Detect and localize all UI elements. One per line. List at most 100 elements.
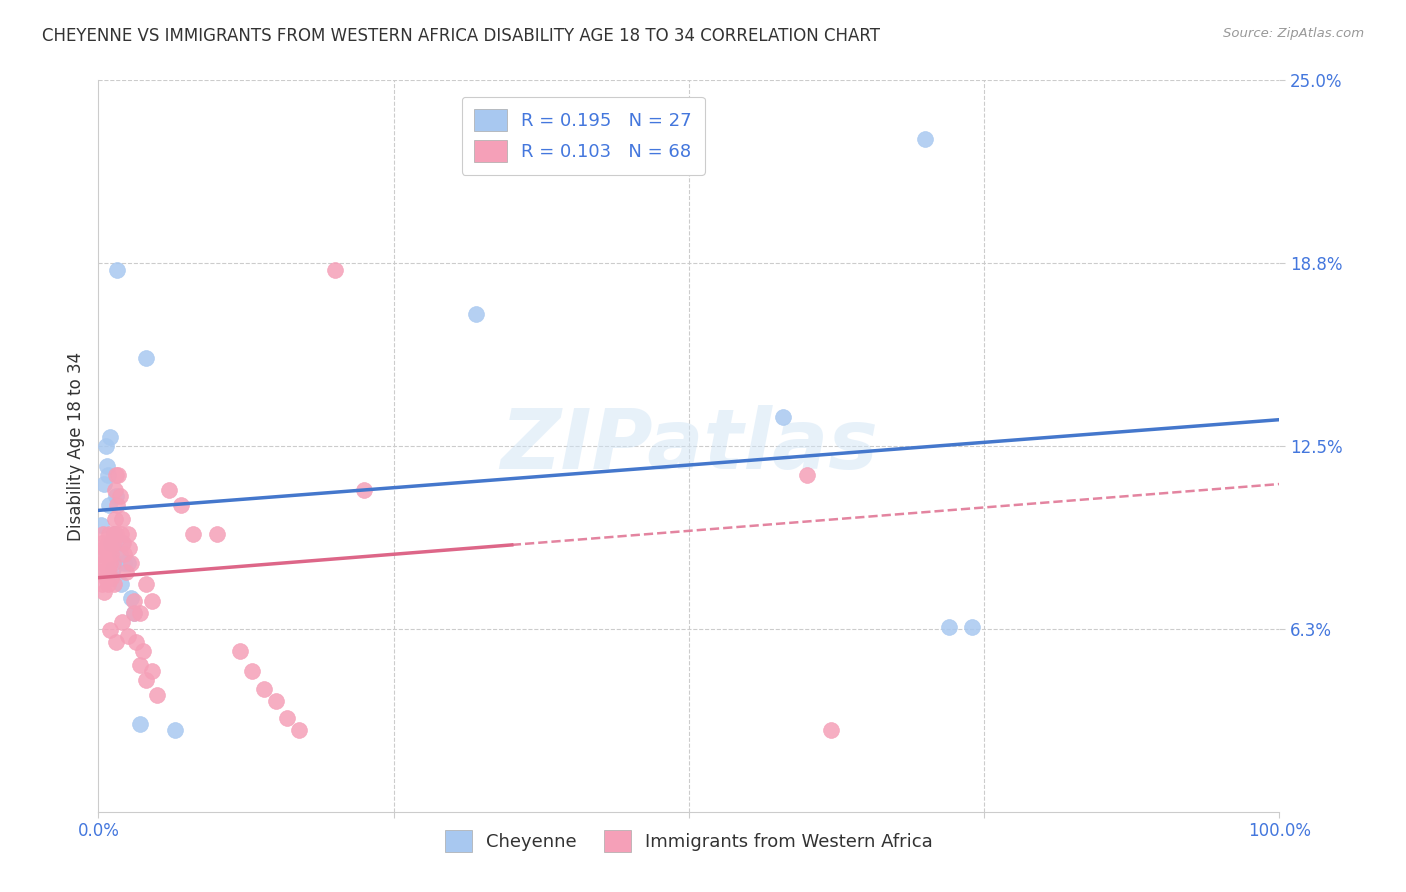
Point	[125, 635, 148, 649]
Point	[117, 629, 139, 643]
Point	[288, 723, 311, 737]
Point	[105, 498, 128, 512]
Point	[103, 576, 125, 591]
Point	[97, 468, 120, 483]
Point	[135, 673, 157, 687]
Point	[135, 576, 157, 591]
Point	[112, 556, 135, 570]
Point	[938, 620, 960, 634]
Point	[97, 576, 120, 591]
Point	[112, 535, 135, 549]
Legend: Cheyenne, Immigrants from Western Africa: Cheyenne, Immigrants from Western Africa	[436, 822, 942, 861]
Point	[111, 512, 134, 526]
Point	[253, 681, 276, 696]
Point	[105, 526, 128, 541]
Point	[100, 571, 122, 585]
Point	[96, 547, 118, 561]
Point	[128, 717, 150, 731]
Point	[98, 430, 121, 444]
Point	[100, 535, 122, 549]
Point	[205, 526, 228, 541]
Point	[91, 526, 114, 541]
Point	[276, 711, 298, 725]
Point	[820, 723, 842, 737]
Point	[98, 541, 121, 556]
Point	[98, 624, 121, 638]
Point	[114, 565, 136, 579]
Point	[97, 535, 120, 549]
Point	[128, 606, 150, 620]
Point	[146, 688, 169, 702]
Point	[323, 263, 346, 277]
Point	[91, 535, 114, 549]
Point	[112, 547, 135, 561]
Point	[157, 483, 180, 497]
Point	[96, 459, 118, 474]
Point	[89, 565, 111, 579]
Point	[103, 526, 125, 541]
Point	[353, 483, 375, 497]
Point	[90, 547, 112, 561]
Point	[108, 547, 131, 561]
Point	[107, 468, 129, 483]
Point	[121, 556, 143, 570]
Point	[170, 498, 193, 512]
Point	[111, 615, 134, 629]
Point	[93, 477, 115, 491]
Point	[122, 606, 145, 620]
Point	[117, 526, 139, 541]
Point	[91, 556, 114, 570]
Point	[108, 489, 131, 503]
Point	[772, 409, 794, 424]
Point	[94, 439, 117, 453]
Point	[90, 518, 112, 533]
Point	[135, 351, 157, 366]
Text: CHEYENNE VS IMMIGRANTS FROM WESTERN AFRICA DISABILITY AGE 18 TO 34 CORRELATION C: CHEYENNE VS IMMIGRANTS FROM WESTERN AFRI…	[42, 27, 880, 45]
Point	[104, 512, 127, 526]
Point	[165, 723, 187, 737]
Point	[141, 594, 163, 608]
Point	[101, 562, 124, 576]
Point	[98, 526, 121, 541]
Point	[122, 606, 145, 620]
Point	[128, 658, 150, 673]
Point	[111, 535, 134, 549]
Point	[98, 498, 121, 512]
Point	[101, 535, 124, 549]
Point	[796, 468, 818, 483]
Point	[91, 576, 114, 591]
Point	[240, 665, 263, 679]
Point	[94, 556, 117, 570]
Y-axis label: Disability Age 18 to 34: Disability Age 18 to 34	[66, 351, 84, 541]
Point	[105, 263, 128, 277]
Point	[465, 307, 488, 321]
Point	[110, 576, 132, 591]
Point	[96, 565, 118, 579]
Point	[118, 541, 141, 556]
Point	[229, 644, 252, 658]
Point	[105, 635, 128, 649]
Point	[105, 489, 128, 503]
Point	[93, 541, 115, 556]
Point	[132, 644, 155, 658]
Point	[98, 565, 121, 579]
Point	[264, 693, 287, 707]
Point	[93, 585, 115, 599]
Point	[117, 556, 139, 570]
Point	[100, 547, 122, 561]
Point	[914, 132, 936, 146]
Point	[101, 556, 124, 570]
Point	[94, 571, 117, 585]
Point	[181, 526, 204, 541]
Point	[141, 665, 163, 679]
Point	[103, 526, 125, 541]
Text: Source: ZipAtlas.com: Source: ZipAtlas.com	[1223, 27, 1364, 40]
Point	[122, 594, 145, 608]
Point	[110, 526, 132, 541]
Point	[104, 483, 127, 497]
Point	[98, 556, 121, 570]
Point	[105, 468, 128, 483]
Text: ZIPatlas: ZIPatlas	[501, 406, 877, 486]
Point	[962, 620, 984, 634]
Point	[121, 591, 143, 606]
